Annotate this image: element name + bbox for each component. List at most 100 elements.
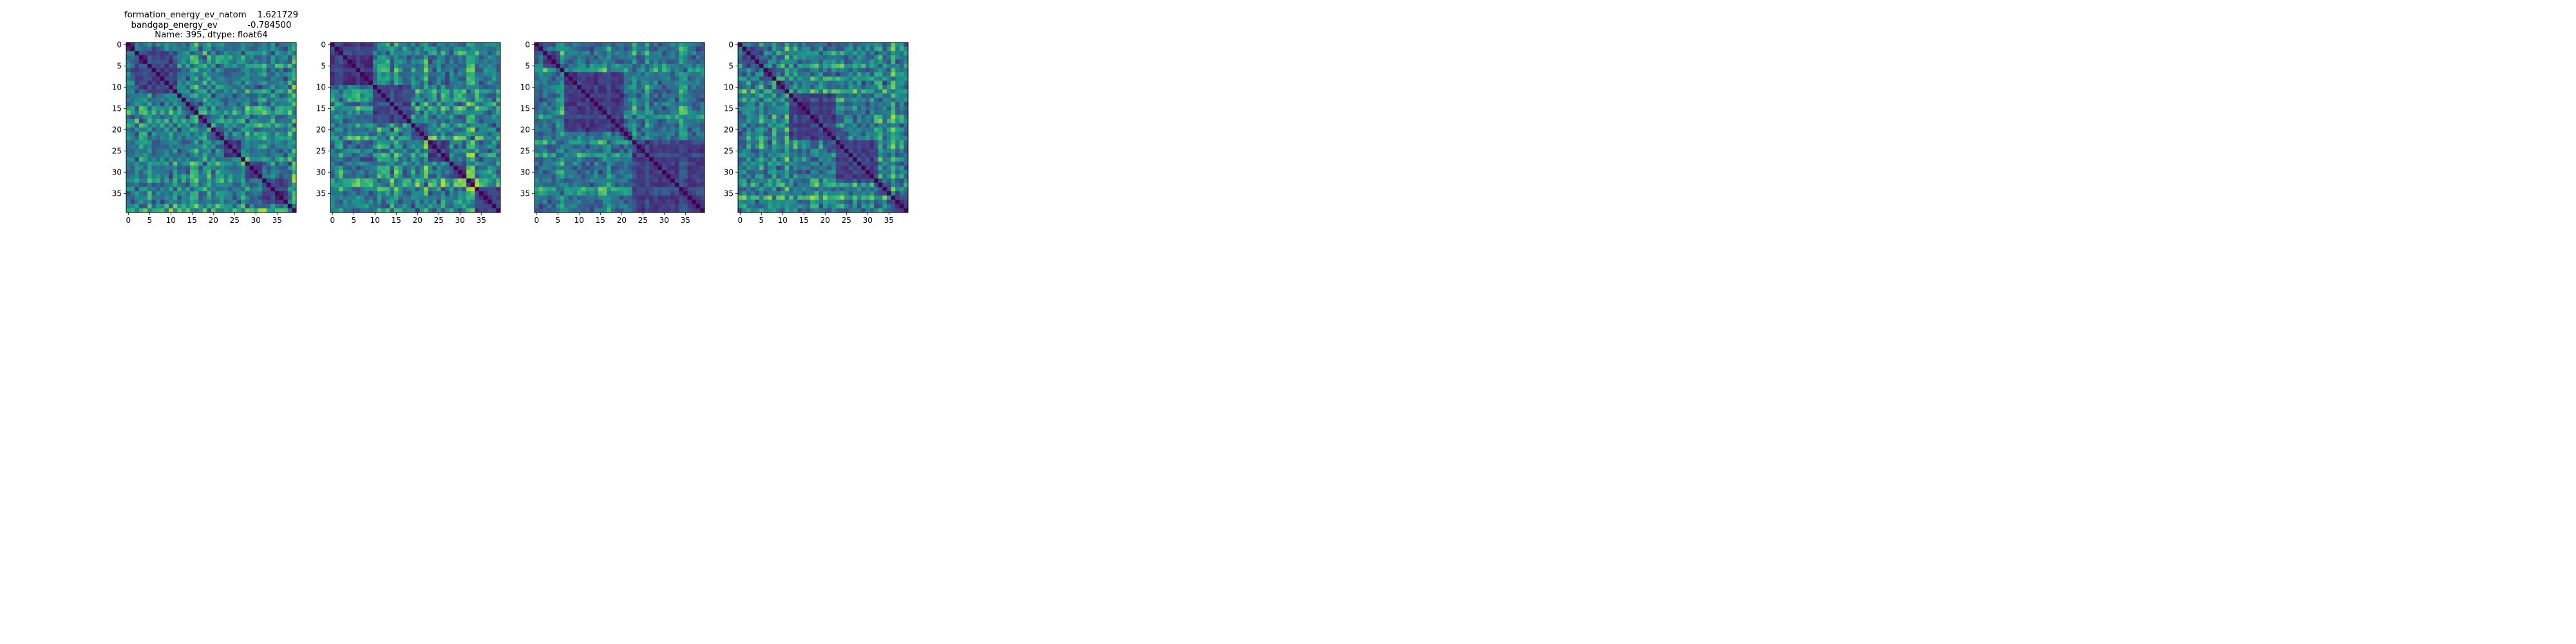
heatmap-cell [679, 191, 684, 196]
heatmap-cell [607, 115, 612, 120]
heatmap-cell [270, 46, 276, 52]
heatmap-cell [185, 85, 191, 90]
heatmap-cell [334, 110, 339, 115]
heatmap-cell [594, 123, 599, 128]
heatmap-cell [628, 76, 633, 81]
heatmap-cell [339, 191, 344, 196]
heatmap-cell [547, 166, 552, 171]
heatmap-cell [424, 102, 429, 107]
heatmap-cell [458, 161, 462, 166]
heatmap-cell [666, 72, 671, 77]
heatmap-cell [670, 161, 676, 166]
heatmap-cell [215, 161, 220, 166]
heatmap-cell [215, 204, 220, 209]
heatmap-cell [177, 174, 182, 179]
heatmap-cell [882, 43, 887, 47]
heatmap-cell [194, 178, 199, 184]
heatmap-cell [658, 51, 663, 56]
heatmap-cell [763, 46, 768, 52]
heatmap-cell [164, 110, 169, 115]
heatmap-cell [283, 208, 289, 213]
heatmap-cell [564, 59, 569, 64]
heatmap-cell [556, 195, 560, 200]
heatmap-cell [491, 170, 497, 175]
heatmap-cell [181, 174, 186, 179]
heatmap-cell [547, 118, 552, 124]
heatmap-cell [653, 115, 658, 120]
heatmap-cell [440, 208, 446, 213]
heatmap-cell [228, 80, 233, 86]
heatmap-cell [662, 191, 667, 196]
heatmap-cell [598, 191, 603, 196]
heatmap-cell [538, 149, 544, 153]
heatmap-cell [377, 72, 382, 77]
heatmap-cell [479, 85, 484, 90]
heatmap-cell [254, 153, 258, 158]
heatmap-cell [607, 123, 612, 128]
heatmap-cell [283, 110, 289, 115]
heatmap-cell [636, 76, 641, 81]
heatmap-cell [228, 72, 233, 77]
heatmap-cell [623, 118, 629, 124]
heatmap-cell [560, 106, 565, 111]
heatmap-cell [347, 76, 352, 81]
heatmap-cell [275, 182, 279, 187]
heatmap-cell [207, 200, 212, 205]
heatmap-cell [623, 144, 629, 149]
heatmap-cell [462, 161, 467, 166]
heatmap-cell [398, 64, 403, 68]
heatmap-cell [207, 187, 212, 192]
heatmap-cell [670, 200, 676, 205]
heatmap-cell [202, 208, 207, 213]
heatmap-cell [560, 208, 565, 213]
heatmap-cell [211, 174, 216, 179]
heatmap-cell [445, 131, 450, 137]
heatmap-cell [185, 200, 191, 205]
heatmap-cell [470, 131, 475, 137]
heatmap-cell [679, 161, 684, 166]
heatmap-cell [475, 178, 480, 184]
heatmap-cell [496, 76, 501, 81]
heatmap-cell [215, 123, 220, 128]
heatmap-cell [449, 123, 454, 128]
heatmap-cell [355, 170, 361, 175]
heatmap-cell [445, 43, 450, 47]
heatmap-cell [352, 72, 356, 77]
heatmap-cell [560, 93, 565, 99]
heatmap-cell [636, 97, 641, 102]
heatmap-cell [632, 166, 637, 171]
heatmap-cell [589, 97, 594, 102]
heatmap-cell [632, 187, 637, 192]
heatmap-cell [254, 51, 258, 56]
heatmap-cell [339, 97, 344, 102]
heatmap-cell [368, 68, 374, 73]
heatmap-cell [385, 46, 390, 52]
heatmap-cell [292, 149, 297, 153]
heatmap-cell [602, 161, 607, 166]
heatmap-cell [594, 46, 599, 52]
heatmap-cell [236, 187, 242, 192]
heatmap-cell [394, 178, 399, 184]
heatmap-cell [674, 102, 679, 107]
heatmap-cell [211, 144, 216, 149]
heatmap-cell [692, 85, 697, 90]
heatmap-cell [453, 55, 459, 60]
heatmap-cell [479, 80, 484, 86]
heatmap-cell [615, 208, 620, 213]
heatmap-cell [270, 140, 276, 145]
heatmap-cell [700, 59, 705, 64]
heatmap-cell [479, 123, 484, 128]
heatmap-cell [547, 80, 552, 86]
heatmap-cell [696, 97, 701, 102]
heatmap-cell [649, 144, 654, 149]
heatmap-cell [334, 46, 339, 52]
heatmap-cell [138, 89, 144, 94]
heatmap-cell [207, 118, 212, 124]
heatmap-cell [347, 144, 352, 149]
heatmap-cell [615, 136, 620, 141]
heatmap-cell [475, 115, 480, 120]
heatmap-cell [207, 153, 212, 158]
heatmap-cell [194, 170, 199, 175]
heatmap-cell [670, 55, 676, 60]
heatmap-cell [130, 89, 135, 94]
